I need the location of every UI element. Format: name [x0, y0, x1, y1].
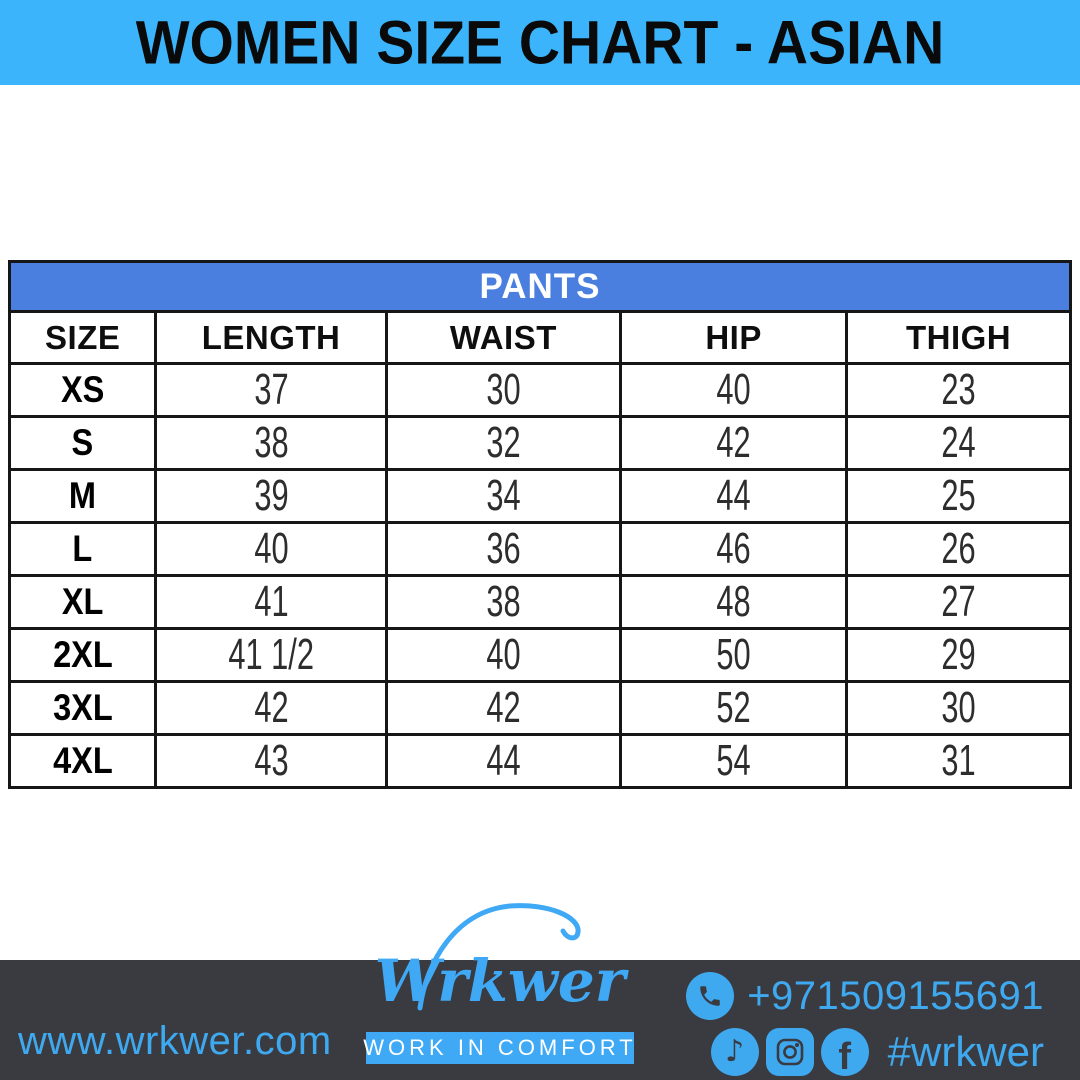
instagram-icon[interactable]: [765, 1028, 814, 1076]
social-hashtag: #wrkwer: [887, 1028, 1044, 1075]
music-note-glyph: ♪: [725, 1034, 745, 1069]
waist-value: 40: [486, 630, 521, 679]
hip-value: 46: [716, 524, 751, 573]
length-value: 41: [253, 577, 289, 626]
length-value: 41 1/2: [228, 630, 314, 679]
size-label: 2XL: [52, 634, 113, 675]
hip-value: 44: [716, 471, 751, 520]
brand-name: Wrkwer: [374, 947, 626, 1015]
thigh-value: 23: [941, 365, 976, 414]
length-value: 37: [253, 365, 289, 414]
size-label: S: [71, 422, 94, 463]
table-row: 3XL 42 42 52 30: [7, 680, 1072, 736]
column-header-waist: WAIST: [384, 310, 623, 365]
size-label: XL: [61, 581, 104, 622]
table-title: PANTS: [8, 260, 1072, 313]
thigh-value: 26: [941, 524, 976, 573]
column-header-hip: HIP: [619, 310, 849, 365]
hip-value: 48: [716, 577, 751, 626]
column-header-size: SIZE: [7, 310, 158, 365]
waist-value: 32: [486, 418, 521, 467]
thigh-value: 24: [941, 418, 976, 467]
waist-value: 38: [486, 577, 521, 626]
size-label: M: [69, 475, 97, 516]
size-label: 4XL: [52, 740, 113, 781]
table-row: M 39 34 44 25: [7, 468, 1072, 524]
table-row: XS 37 30 40 23: [7, 362, 1072, 418]
table-row: 4XL 43 44 54 31: [7, 733, 1072, 789]
hip-value: 54: [716, 736, 751, 785]
facebook-icon[interactable]: f: [820, 1028, 869, 1078]
thigh-value: 31: [941, 736, 976, 785]
phone-number: +971509155691: [747, 973, 1044, 1018]
website-url[interactable]: www.wrkwer.com: [18, 1019, 332, 1063]
tiktok-icon[interactable]: ♪: [710, 1028, 759, 1076]
hip-value: 40: [716, 365, 751, 414]
facebook-f-glyph: f: [838, 1036, 851, 1078]
column-header-thigh: THIGH: [845, 310, 1072, 365]
size-chart: PANTS SIZE LENGTH WAIST HIP THIGH XS 37 …: [7, 260, 1072, 789]
length-value: 39: [253, 471, 289, 520]
thigh-value: 30: [941, 683, 976, 732]
length-value: 42: [253, 683, 289, 732]
waist-value: 30: [486, 365, 521, 414]
hip-value: 42: [716, 418, 751, 467]
phone-row: +971509155691: [686, 972, 1044, 1020]
thigh-value: 29: [941, 630, 976, 679]
size-label: 3XL: [52, 687, 113, 728]
brand-logo: Wrkwer WORK IN COMFORT: [363, 900, 637, 1080]
table-row: 2XL 41 1/2 40 50 29: [7, 627, 1072, 683]
hip-value: 50: [716, 630, 751, 679]
brand-tagline: WORK IN COMFORT: [363, 1032, 637, 1064]
table-row: XL 41 38 48 27: [7, 574, 1072, 630]
social-row: ♪ f #wrkwer: [710, 1028, 1044, 1078]
thigh-value: 25: [941, 471, 976, 520]
waist-value: 36: [486, 524, 521, 573]
waist-value: 34: [486, 471, 521, 520]
table-title-row: PANTS: [8, 260, 1072, 313]
waist-value: 42: [486, 683, 521, 732]
table-row: L 40 36 46 26: [7, 521, 1072, 577]
size-label: L: [72, 528, 93, 569]
length-value: 38: [253, 418, 289, 467]
size-table: PANTS SIZE LENGTH WAIST HIP THIGH XS 37 …: [7, 260, 1072, 789]
size-label: XS: [60, 369, 105, 410]
table-row: S 38 32 42 24: [7, 415, 1072, 471]
length-value: 43: [253, 736, 289, 785]
social-icons: ♪ f: [710, 1028, 869, 1078]
logo-swoosh-icon: [417, 903, 581, 1011]
footer: www.wrkwer.com Wrkwer WORK IN COMFORT +9…: [0, 903, 1080, 1080]
column-header-length: LENGTH: [154, 310, 388, 365]
length-value: 40: [253, 524, 289, 573]
thigh-value: 27: [941, 577, 976, 626]
title-banner: WOMEN SIZE CHART - ASIAN: [0, 0, 1080, 85]
brand-tagline-text: WORK IN COMFORT: [363, 1035, 637, 1060]
contact-block: +971509155691 ♪ f #wrkwer: [686, 972, 1044, 1076]
waist-value: 44: [486, 736, 521, 785]
hip-value: 52: [716, 683, 751, 732]
phone-icon[interactable]: [686, 972, 735, 1020]
page-title: WOMEN SIZE CHART - ASIAN: [135, 7, 945, 78]
table-header-row: SIZE LENGTH WAIST HIP THIGH: [7, 310, 1072, 365]
